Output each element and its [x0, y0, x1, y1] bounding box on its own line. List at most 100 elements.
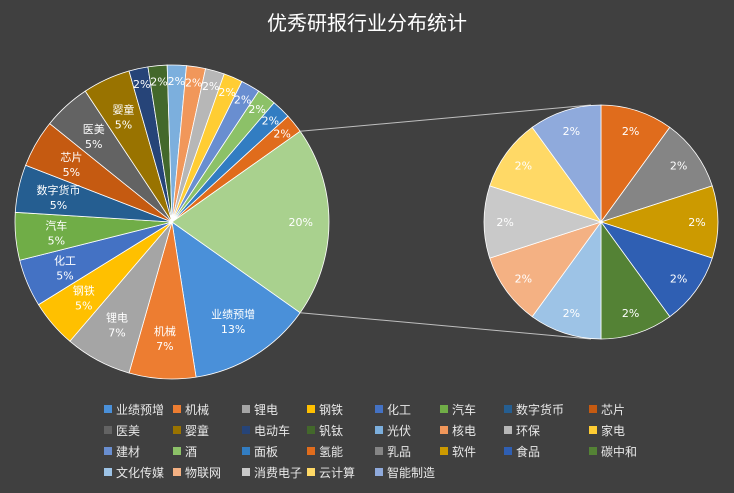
main-slice-percent-label: 13%	[221, 323, 245, 336]
legend-label: 业绩预增	[116, 403, 164, 417]
secondary-slice-percent-label: 2%	[515, 160, 532, 173]
main-slice-percent-label: 5%	[56, 269, 73, 282]
legend-swatch	[242, 447, 250, 455]
secondary-slice-22	[599, 185, 719, 259]
legend-swatch	[104, 447, 112, 455]
legend-swatch	[504, 447, 512, 455]
legend-swatch	[440, 426, 448, 434]
secondary-slice-20	[600, 104, 671, 224]
legend-label: 文化传媒	[116, 465, 164, 480]
legend-swatch	[104, 405, 112, 413]
main-slice-name-label: 数字货币	[37, 183, 81, 197]
main-slice-percent-label: 2%	[248, 103, 265, 116]
legend-label: 消费电子	[254, 466, 302, 480]
main-slice-name-label: 锂电	[106, 310, 128, 324]
legend-label: 钢铁	[319, 403, 343, 417]
main-slice-percent-label: 5%	[63, 166, 80, 179]
legend-label: 锂电	[254, 402, 278, 417]
legend-label: 建材	[116, 445, 140, 459]
legend-label: 酒	[185, 445, 197, 459]
legend-swatch	[440, 447, 448, 455]
main-slice-percent-label: 2%	[168, 75, 185, 88]
main-slice-other-label: 20%	[289, 216, 313, 229]
legend-label: 智能制造	[387, 465, 435, 480]
secondary-slice-24	[600, 220, 671, 340]
secondary-slice-percent-label: 2%	[515, 272, 532, 285]
secondary-slice-28	[489, 126, 603, 223]
legend-swatch	[589, 426, 597, 434]
secondary-slice-29	[531, 104, 602, 224]
legend-swatch	[242, 405, 250, 413]
legend-label: 家电	[601, 423, 625, 438]
legend-label: 软件	[452, 445, 476, 459]
legend-label: 乳品	[387, 445, 411, 459]
chart-title: 优秀研报行业分布统计	[267, 11, 467, 35]
legend-label: 碳中和	[601, 444, 637, 459]
main-slice-percent-label: 2%	[185, 76, 202, 89]
main-slice-percent-label: 7%	[108, 326, 125, 339]
main-slice-percent-label: 2%	[273, 127, 290, 140]
secondary-slice-percent-label: 2%	[622, 125, 639, 138]
secondary-slice-23	[599, 221, 713, 318]
main-slice-name-label: 化工	[54, 253, 76, 267]
legend-swatch	[375, 447, 383, 455]
main-slice-name-label: 婴童	[112, 102, 134, 116]
main-slice-percent-label: 2%	[150, 75, 167, 88]
connector-lines	[300, 104, 592, 340]
legend-swatch	[104, 426, 112, 434]
legend-label: 机械	[185, 402, 209, 417]
legend-swatch	[307, 405, 315, 413]
legend-swatch	[173, 405, 181, 413]
main-slice-name-label: 机械	[154, 324, 176, 338]
legend-swatch	[307, 426, 315, 434]
secondary-slice-percent-label: 2%	[496, 216, 513, 229]
legend-label: 钒钛	[319, 423, 343, 438]
secondary-slice-percent-label: 2%	[688, 216, 705, 229]
legend-swatch	[104, 468, 112, 476]
main-slice-name-label: 钢铁	[73, 285, 95, 298]
legend-label: 光伏	[387, 424, 411, 438]
secondary-slice-21	[599, 126, 713, 223]
main-pie: 业绩预增13%机械7%锂电7%钢铁5%化工5%汽车5%数字货币5%芯片5%医美5…	[14, 64, 330, 380]
secondary-slice-26	[489, 221, 603, 318]
main-slice-name-label: 医美	[83, 123, 105, 136]
legend-label: 氢能	[319, 444, 343, 459]
secondary-slice-27	[483, 185, 603, 259]
main-slice-name-label: 芯片	[60, 150, 82, 164]
legend-label: 物联网	[185, 466, 221, 480]
main-slice-other	[171, 130, 330, 314]
main-slice-percent-label: 2%	[133, 78, 150, 91]
legend-label: 医美	[116, 424, 140, 438]
main-slice-percent-label: 2%	[202, 80, 219, 93]
legend-label: 化工	[387, 403, 411, 417]
legend-label: 汽车	[452, 402, 476, 417]
connector-line-bottom	[300, 312, 592, 340]
legend-swatch	[375, 426, 383, 434]
secondary-slice-percent-label: 2%	[622, 307, 639, 320]
legend-swatch	[173, 468, 181, 476]
secondary-slice-percent-label: 2%	[670, 160, 687, 173]
main-slice-0	[171, 221, 301, 378]
main-slice-percent-label: 5%	[85, 138, 102, 151]
main-slice-percent-label: 5%	[75, 300, 92, 313]
secondary-pie: 2% 2% 2% 2% 2% 2% 2% 2% 2% 2%	[483, 104, 719, 340]
main-slice-percent-label: 5%	[115, 118, 132, 131]
legend-label: 环保	[516, 424, 540, 438]
main-slice-percent-label: 2%	[218, 86, 235, 99]
legend-swatch	[589, 447, 597, 455]
legend-label: 电动车	[254, 423, 290, 438]
legend-label: 核电	[452, 424, 476, 438]
legend-label: 面板	[254, 445, 278, 459]
legend-label: 食品	[516, 444, 540, 459]
legend-label: 云计算	[319, 465, 355, 480]
secondary-slice-percent-label: 2%	[563, 307, 580, 320]
main-slice-name-label: 业绩预增	[211, 307, 255, 321]
legend-label: 数字货币	[516, 402, 564, 417]
main-slice-percent-label: 2%	[234, 94, 251, 107]
secondary-slice-25	[531, 220, 602, 340]
legend-swatch	[375, 468, 383, 476]
secondary-slice-percent-label: 2%	[670, 272, 687, 285]
legend-swatch	[589, 405, 597, 413]
